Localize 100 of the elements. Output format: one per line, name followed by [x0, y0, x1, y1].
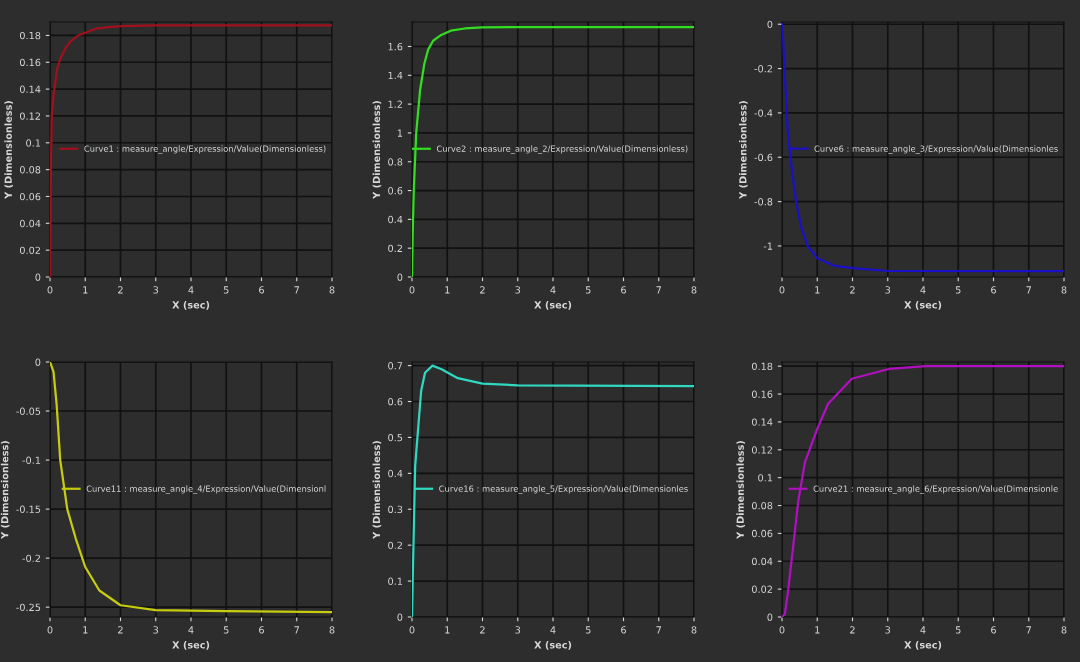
x-tick-label: 0 [409, 626, 415, 634]
y-tick-label: -0.25 [16, 603, 41, 612]
x-axis-title: X (sec) [534, 641, 572, 650]
x-tick-label: 8 [329, 286, 335, 294]
y-tick-label: 0.02 [751, 585, 772, 593]
x-axis-title: X (sec) [172, 301, 210, 310]
y-axis-title: Y (Dimensionless) [4, 101, 14, 199]
legend-label: Curve11 : measure_angle_4/Expression/Value(Dimensionl [86, 485, 326, 494]
x-tick-label: 7 [1026, 286, 1032, 294]
y-axis-title: Y (Dimensionless) [739, 101, 748, 199]
x-tick-label: 8 [691, 286, 697, 294]
y-tick-label: 0.08 [19, 166, 41, 174]
x-tick-label: 3 [885, 286, 891, 294]
x-tick-label: 1 [445, 626, 450, 634]
x-tick-label: 0 [409, 286, 415, 294]
y-tick-label: 0.18 [751, 362, 773, 371]
legend-label: Curve6 : measure_angle_3/Expression/Value(Dimensionles [814, 145, 1058, 154]
y-axis-title: Y (Dimensionless) [372, 441, 382, 539]
y-tick-label: 0.14 [19, 85, 41, 93]
x-axis-title: X (sec) [904, 641, 942, 650]
line-series [412, 25, 694, 277]
x-tick-label: 1 [83, 286, 88, 294]
y-tick-label: 0.04 [751, 557, 773, 566]
legend-label: Curve16 : measure_angle_5/Expression/Value(Dimensionles [439, 485, 688, 494]
line-series [782, 365, 1064, 617]
y-tick-label: -0.4 [754, 109, 773, 117]
y-tick-label: -0.1 [22, 456, 41, 464]
y-tick-label: 0.16 [19, 58, 41, 67]
y-tick-label: -0.15 [16, 505, 41, 513]
x-tick-label: 3 [515, 626, 521, 634]
x-tick-label: 4 [188, 626, 194, 634]
y-tick-label: -0.6 [754, 153, 773, 162]
x-tick-label: 2 [118, 626, 123, 634]
x-tick-label: 6 [259, 286, 264, 294]
y-tick-label: 0.2 [388, 244, 402, 253]
y-tick-label: 0 [767, 20, 773, 29]
y-tick-label: 0.18 [19, 31, 41, 40]
y-tick-label: 0.1 [388, 577, 403, 585]
y-axis-title: Y (Dimensionless) [736, 441, 746, 539]
y-tick-label: 0.16 [751, 390, 773, 398]
x-tick-label: 6 [259, 626, 264, 634]
y-tick-label: 1.2 [388, 100, 402, 108]
y-tick-label: 0 [397, 613, 403, 621]
x-tick-label: 5 [585, 626, 591, 634]
line-series [50, 362, 332, 614]
x-tick-label: 8 [1061, 286, 1067, 294]
x-tick-label: 5 [223, 286, 229, 294]
line-series [412, 364, 694, 617]
x-tick-label: 2 [118, 286, 123, 294]
text: Curve2 : measure_angle_2/Expression/Value(Dimensionless) [436, 145, 688, 154]
y-tick-label: 0.12 [751, 446, 772, 454]
y-tick-label: 0.4 [388, 215, 403, 224]
x-axis-title: X (sec) [534, 301, 572, 310]
x-tick-label: 2 [480, 626, 485, 634]
y-tick-label: 0.14 [751, 418, 773, 426]
y-tick-label: 1.4 [388, 71, 403, 79]
x-tick-label: 6 [991, 626, 996, 634]
x-tick-label: 3 [515, 286, 521, 294]
x-tick-label: 2 [480, 286, 485, 294]
y-tick-label: 0.6 [388, 187, 403, 195]
x-tick-label: 8 [691, 626, 697, 634]
x-tick-label: 2 [850, 286, 855, 294]
y-tick-label: 0 [767, 613, 773, 621]
x-tick-label: 7 [656, 286, 662, 294]
x-tick-label: 4 [188, 286, 194, 294]
x-tick-label: 8 [329, 626, 335, 634]
y-tick-label: 0.4 [388, 469, 403, 478]
x-tick-label: 3 [885, 626, 891, 634]
x-tick-label: 4 [550, 626, 556, 634]
y-tick-label: 0.08 [751, 502, 773, 510]
y-tick-label: 0.8 [388, 158, 403, 166]
x-tick-label: 1 [815, 286, 820, 294]
y-tick-label: 0 [35, 358, 41, 366]
x-tick-label: 5 [955, 286, 961, 294]
y-tick-label: -0.2 [754, 65, 772, 73]
x-tick-label: 7 [1026, 626, 1032, 634]
x-tick-label: 8 [1061, 626, 1067, 634]
y-tick-label: 0.6 [388, 397, 403, 406]
x-tick-label: 1 [83, 626, 88, 634]
y-tick-label: -0.2 [22, 554, 40, 562]
x-tick-label: 1 [445, 286, 450, 294]
y-tick-label: 0.1 [758, 474, 773, 482]
y-axis-title: Y (Dimensionless) [0, 441, 10, 539]
y-tick-label: 0.1 [26, 139, 41, 147]
y-axis-title: Y (Dimensionless) [372, 101, 382, 199]
x-tick-label: 5 [955, 626, 961, 634]
x-tick-label: 3 [153, 626, 159, 634]
x-axis-title: X (sec) [172, 641, 210, 650]
y-tick-label: 0.12 [19, 112, 40, 120]
y-tick-label: 0 [397, 273, 403, 281]
y-tick-label: 0.2 [388, 541, 402, 549]
y-tick-label: 0.04 [19, 219, 41, 228]
y-tick-label: 0.02 [19, 246, 40, 254]
x-tick-label: 7 [294, 286, 300, 294]
x-tick-label: 2 [850, 626, 855, 634]
line-series [50, 24, 332, 277]
x-tick-label: 4 [550, 286, 556, 294]
x-axis-title: X (sec) [904, 301, 942, 310]
x-tick-label: 0 [779, 626, 785, 634]
x-tick-label: 0 [47, 286, 53, 294]
